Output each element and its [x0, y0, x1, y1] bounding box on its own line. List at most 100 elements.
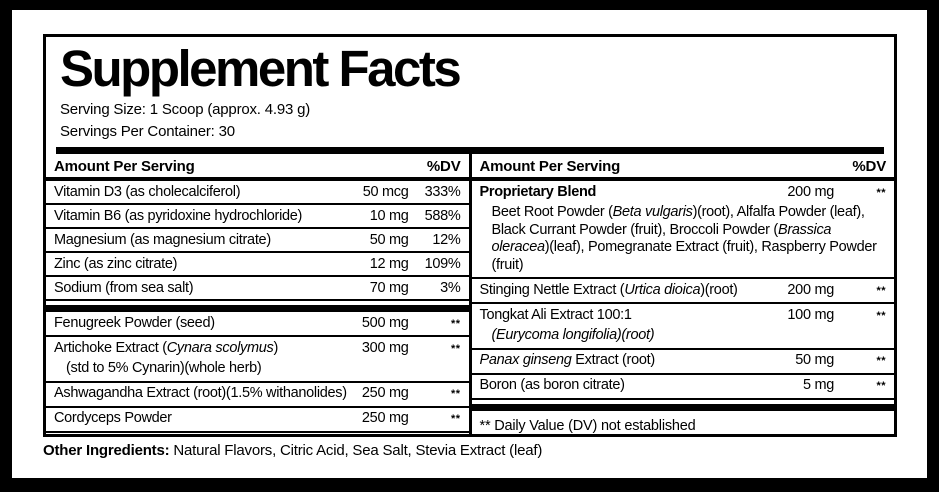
text-segment: Urtica dioica — [624, 281, 701, 298]
amount-per-serving-label: Amount Per Serving — [479, 158, 621, 175]
panel-header: Supplement Facts Serving Size: 1 Scoop (… — [46, 37, 894, 143]
amount-per-serving-label: Amount Per Serving — [54, 158, 195, 175]
table-row-main: Tongkat Ali Extract 100:1 100 mg ** — [472, 304, 895, 327]
table-row-main: Stinging Nettle Extract (Urtica dioica)(… — [472, 279, 895, 302]
table-row: Vitamin B6 (as pyridoxine hydrochloride)… — [46, 205, 469, 229]
table-row: Boron (as boron citrate) 5 mg ** — [471, 375, 895, 400]
other-ingredients-label: Other Ingredients: — [43, 442, 170, 459]
table-row: Stinging Nettle Extract (Urtica dioica)(… — [471, 279, 895, 304]
text-segment: )(root) — [284, 435, 321, 437]
text-segment: Tongkat Ali Extract 100:1 — [479, 306, 632, 323]
left-rows: Vitamin D3 (as cholecalciferol) 50 mcg 333… — [46, 181, 469, 437]
text-segment: Cordyceps Powder — [54, 410, 172, 426]
table-row-main: Magnesium (as magnesium citrate) 50 mg 12% — [46, 229, 469, 251]
table-row: Maca Root Extract (Lepidium meyenii)(roo… — [46, 433, 469, 437]
table-row: Ashwagandha Extract (root)(1.5% withanol… — [46, 383, 469, 408]
ingredient-name: Artichoke Extract (Cynara scolymus) — [54, 340, 337, 357]
amount-value: 5 mg — [802, 377, 834, 393]
text-segment: Lepidium meyenii — [176, 435, 284, 437]
dv-value: 12% — [432, 231, 461, 248]
text-segment: Stinging Nettle Extract ( — [479, 281, 625, 298]
text-segment: Cynara scolymus — [166, 339, 274, 356]
text-segment: Boron (as boron citrate) — [479, 377, 625, 393]
other-ingredients-line: Other Ingredients: Natural Flavors, Citr… — [43, 442, 542, 459]
percent-dv-label: %DV — [426, 158, 461, 175]
ingredient-name: Vitamin D3 (as cholecalciferol) — [54, 184, 337, 201]
text-segment: Vitamin D3 (as cholecalciferol) — [54, 183, 241, 200]
dv-value: 109% — [424, 255, 461, 272]
table-row-main: Boron (as boron citrate) 5 mg ** — [472, 375, 895, 398]
table-row-main: Panax ginseng Extract (root) 50 mg ** — [472, 350, 895, 373]
text-segment: Proprietary Blend — [479, 183, 597, 200]
amount-value: 200 mg — [787, 281, 834, 298]
ingredient-subtext: (Eurycoma longifolia)(root) — [472, 327, 895, 348]
dv-value: ** — [876, 186, 886, 199]
panel-title: Supplement Facts — [60, 40, 462, 97]
serving-size-line: Serving Size: 1 Scoop (approx. 4.93 g) — [60, 101, 311, 118]
dv-value: 333% — [424, 183, 461, 200]
ingredient-name: Panax ginseng Extract (root) — [480, 352, 763, 369]
ingredient-name: Cordyceps Powder — [54, 410, 337, 427]
ingredient-name: Ashwagandha Extract (root)(1.5% withanol… — [54, 385, 347, 402]
supplement-facts-panel: Supplement Facts Serving Size: 1 Scoop (… — [43, 34, 897, 437]
table-row-main: Maca Root Extract (Lepidium meyenii)(roo… — [46, 433, 469, 437]
left-column: Amount Per Serving %DV Vitamin D3 (as ch… — [46, 154, 469, 437]
table-row-main: Sodium (from sea salt) 70 mg 3% — [46, 277, 469, 299]
amount-value: 500 mg — [361, 314, 409, 331]
amount-value: 12 mg — [369, 255, 409, 272]
text-segment: Beet Root Powder ( — [491, 204, 613, 220]
dv-value: ** — [876, 355, 886, 367]
section-separator-bar — [46, 305, 469, 312]
text-segment: (Eurycoma longifolia)(root) — [491, 327, 655, 343]
text-segment: Zinc (as zinc citrate) — [54, 255, 178, 272]
ingredient-name: Zinc (as zinc citrate) — [54, 256, 337, 273]
label-background: Supplement Facts Serving Size: 1 Scoop (… — [12, 10, 927, 478]
table-row: Zinc (as zinc citrate) 12 mg 109% — [46, 253, 469, 277]
text-segment: )(root) — [700, 281, 738, 298]
text-segment: )(leaf), Pomegranate Extract (fruit), Ra… — [491, 239, 877, 273]
amount-value: 250 mg — [337, 435, 409, 437]
amount-value: 50 mcg — [362, 183, 409, 200]
right-column-header: Amount Per Serving %DV — [471, 154, 894, 181]
text-segment: Panax ginseng — [479, 352, 572, 368]
table-row: Magnesium (as magnesium citrate) 50 mg 12% — [46, 229, 469, 253]
facts-table: Amount Per Serving %DV Vitamin D3 (as ch… — [46, 154, 895, 437]
percent-dv-label: %DV — [852, 158, 886, 175]
ingredient-name: Magnesium (as magnesium citrate) — [54, 232, 337, 249]
right-rows: Proprietary Blend 200 mg ** Beet Root Powde… — [471, 181, 895, 411]
amount-value: 70 mg — [369, 279, 409, 296]
ingredient-name: Vitamin B6 (as pyridoxine hydrochloride) — [54, 208, 337, 225]
servings-per-container-line: Servings Per Container: 30 — [60, 123, 235, 140]
table-row: Artichoke Extract (Cynara scolymus) 300 m… — [46, 337, 469, 383]
table-row-main: Proprietary Blend 200 mg ** — [472, 181, 895, 204]
table-row-main: Ashwagandha Extract (root)(1.5% withanol… — [46, 383, 469, 406]
text-segment: ) — [273, 339, 278, 356]
dv-value: ** — [876, 309, 886, 322]
text-segment: Brassica oleracea — [491, 221, 832, 256]
table-row: Panax ginseng Extract (root) 50 mg ** — [471, 350, 895, 375]
table-row-main: Vitamin D3 (as cholecalciferol) 50 mcg 333… — [46, 181, 469, 203]
amount-value: 100 mg — [787, 306, 834, 323]
amount-value: 300 mg — [361, 339, 409, 356]
text-segment: Extract (root) — [571, 352, 655, 368]
text-segment: Beta vulgaris — [612, 204, 693, 220]
top-divider-bar — [56, 147, 884, 154]
dv-value: ** — [876, 284, 886, 297]
table-row: Tongkat Ali Extract 100:1 100 mg ** (Euryco… — [471, 304, 895, 350]
text-segment: Fenugreek Powder (seed) — [54, 314, 215, 331]
text-segment: Magnesium (as magnesium citrate) — [54, 231, 271, 248]
text-segment: Vitamin B6 (as pyridoxine hydrochloride) — [54, 207, 303, 224]
table-row-main: Zinc (as zinc citrate) 12 mg 109% — [46, 253, 469, 275]
dv-value: ** — [450, 317, 461, 330]
ingredient-name: Tongkat Ali Extract 100:1 — [480, 307, 763, 324]
ingredient-name: Sodium (from sea salt) — [54, 280, 337, 297]
dv-value: 588% — [424, 207, 461, 224]
dv-value: ** — [450, 413, 461, 425]
dv-value: 3% — [440, 279, 461, 296]
dv-value: ** — [450, 388, 461, 400]
text-segment: Ashwagandha Extract (root)(1.5% withanol… — [54, 385, 347, 401]
table-row: Proprietary Blend 200 mg ** Beet Root Powde… — [471, 181, 895, 279]
right-column: Amount Per Serving %DV Proprietary Blend… — [468, 154, 895, 434]
section-separator-bar — [471, 403, 894, 411]
dv-value: ** — [450, 342, 461, 355]
